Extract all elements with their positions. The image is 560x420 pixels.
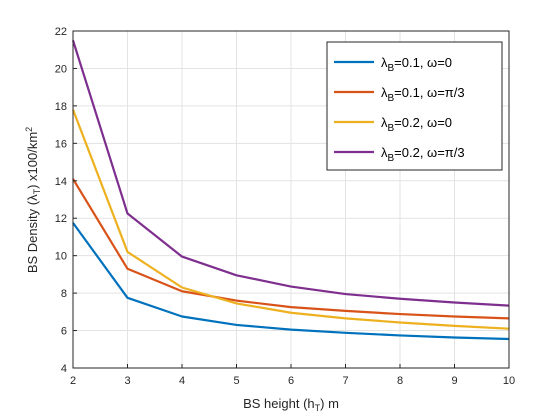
legend-entry: λB=0.1, ω=π/3: [381, 85, 465, 104]
x-tick-label: 7: [342, 375, 348, 387]
y-tick-label: 4: [61, 363, 67, 375]
legend-entry: λB=0.2, ω=0: [381, 115, 452, 134]
y-tick-label: 6: [61, 326, 67, 338]
series-lines: [71, 40, 510, 341]
x-tick-label: 4: [179, 375, 185, 387]
series-line-1: [72, 222, 510, 341]
y-axis-label: BS Density (λT) x100/km2: [24, 127, 42, 273]
x-axis-label: BS height (hT) m: [243, 396, 339, 413]
y-tick-labels: 4 6 8 10 12 14 16 18 20 22: [55, 26, 77, 375]
y-tick-label: 10: [55, 251, 67, 263]
legend-box: [326, 41, 503, 171]
series-line-4: [71, 40, 510, 307]
legend-entry: λB=0.2, ω=π/3: [381, 145, 465, 164]
y-tick-label: 12: [55, 213, 67, 225]
legend-entry: λB=0.1, ω=0: [381, 55, 452, 74]
x-tick-label: 6: [288, 375, 294, 387]
y-tick-label: 20: [55, 63, 67, 75]
x-tick-label: 2: [70, 375, 76, 387]
y-tick-label: 14: [55, 176, 67, 188]
x-tick-label: 9: [451, 375, 457, 387]
series-line-2: [72, 178, 510, 320]
y-tick-label: 8: [61, 288, 67, 300]
y-tick-label: 22: [55, 26, 67, 38]
x-tick-label: 8: [397, 375, 403, 387]
x-tick-label: 3: [124, 375, 130, 387]
x-tick-label: 5: [233, 375, 239, 387]
y-tick-label: 18: [55, 101, 67, 113]
y-tick-label: 16: [55, 138, 67, 150]
series-line-3: [71, 109, 510, 330]
legend: λB=0.1, ω=0 λB=0.1, ω=π/3 λB=0.2, ω=0 λB=0.…: [326, 41, 503, 171]
x-tick-labels: 2 3 4 5 6 7 8 9 10: [70, 364, 515, 387]
x-tick-label: 10: [503, 375, 515, 387]
